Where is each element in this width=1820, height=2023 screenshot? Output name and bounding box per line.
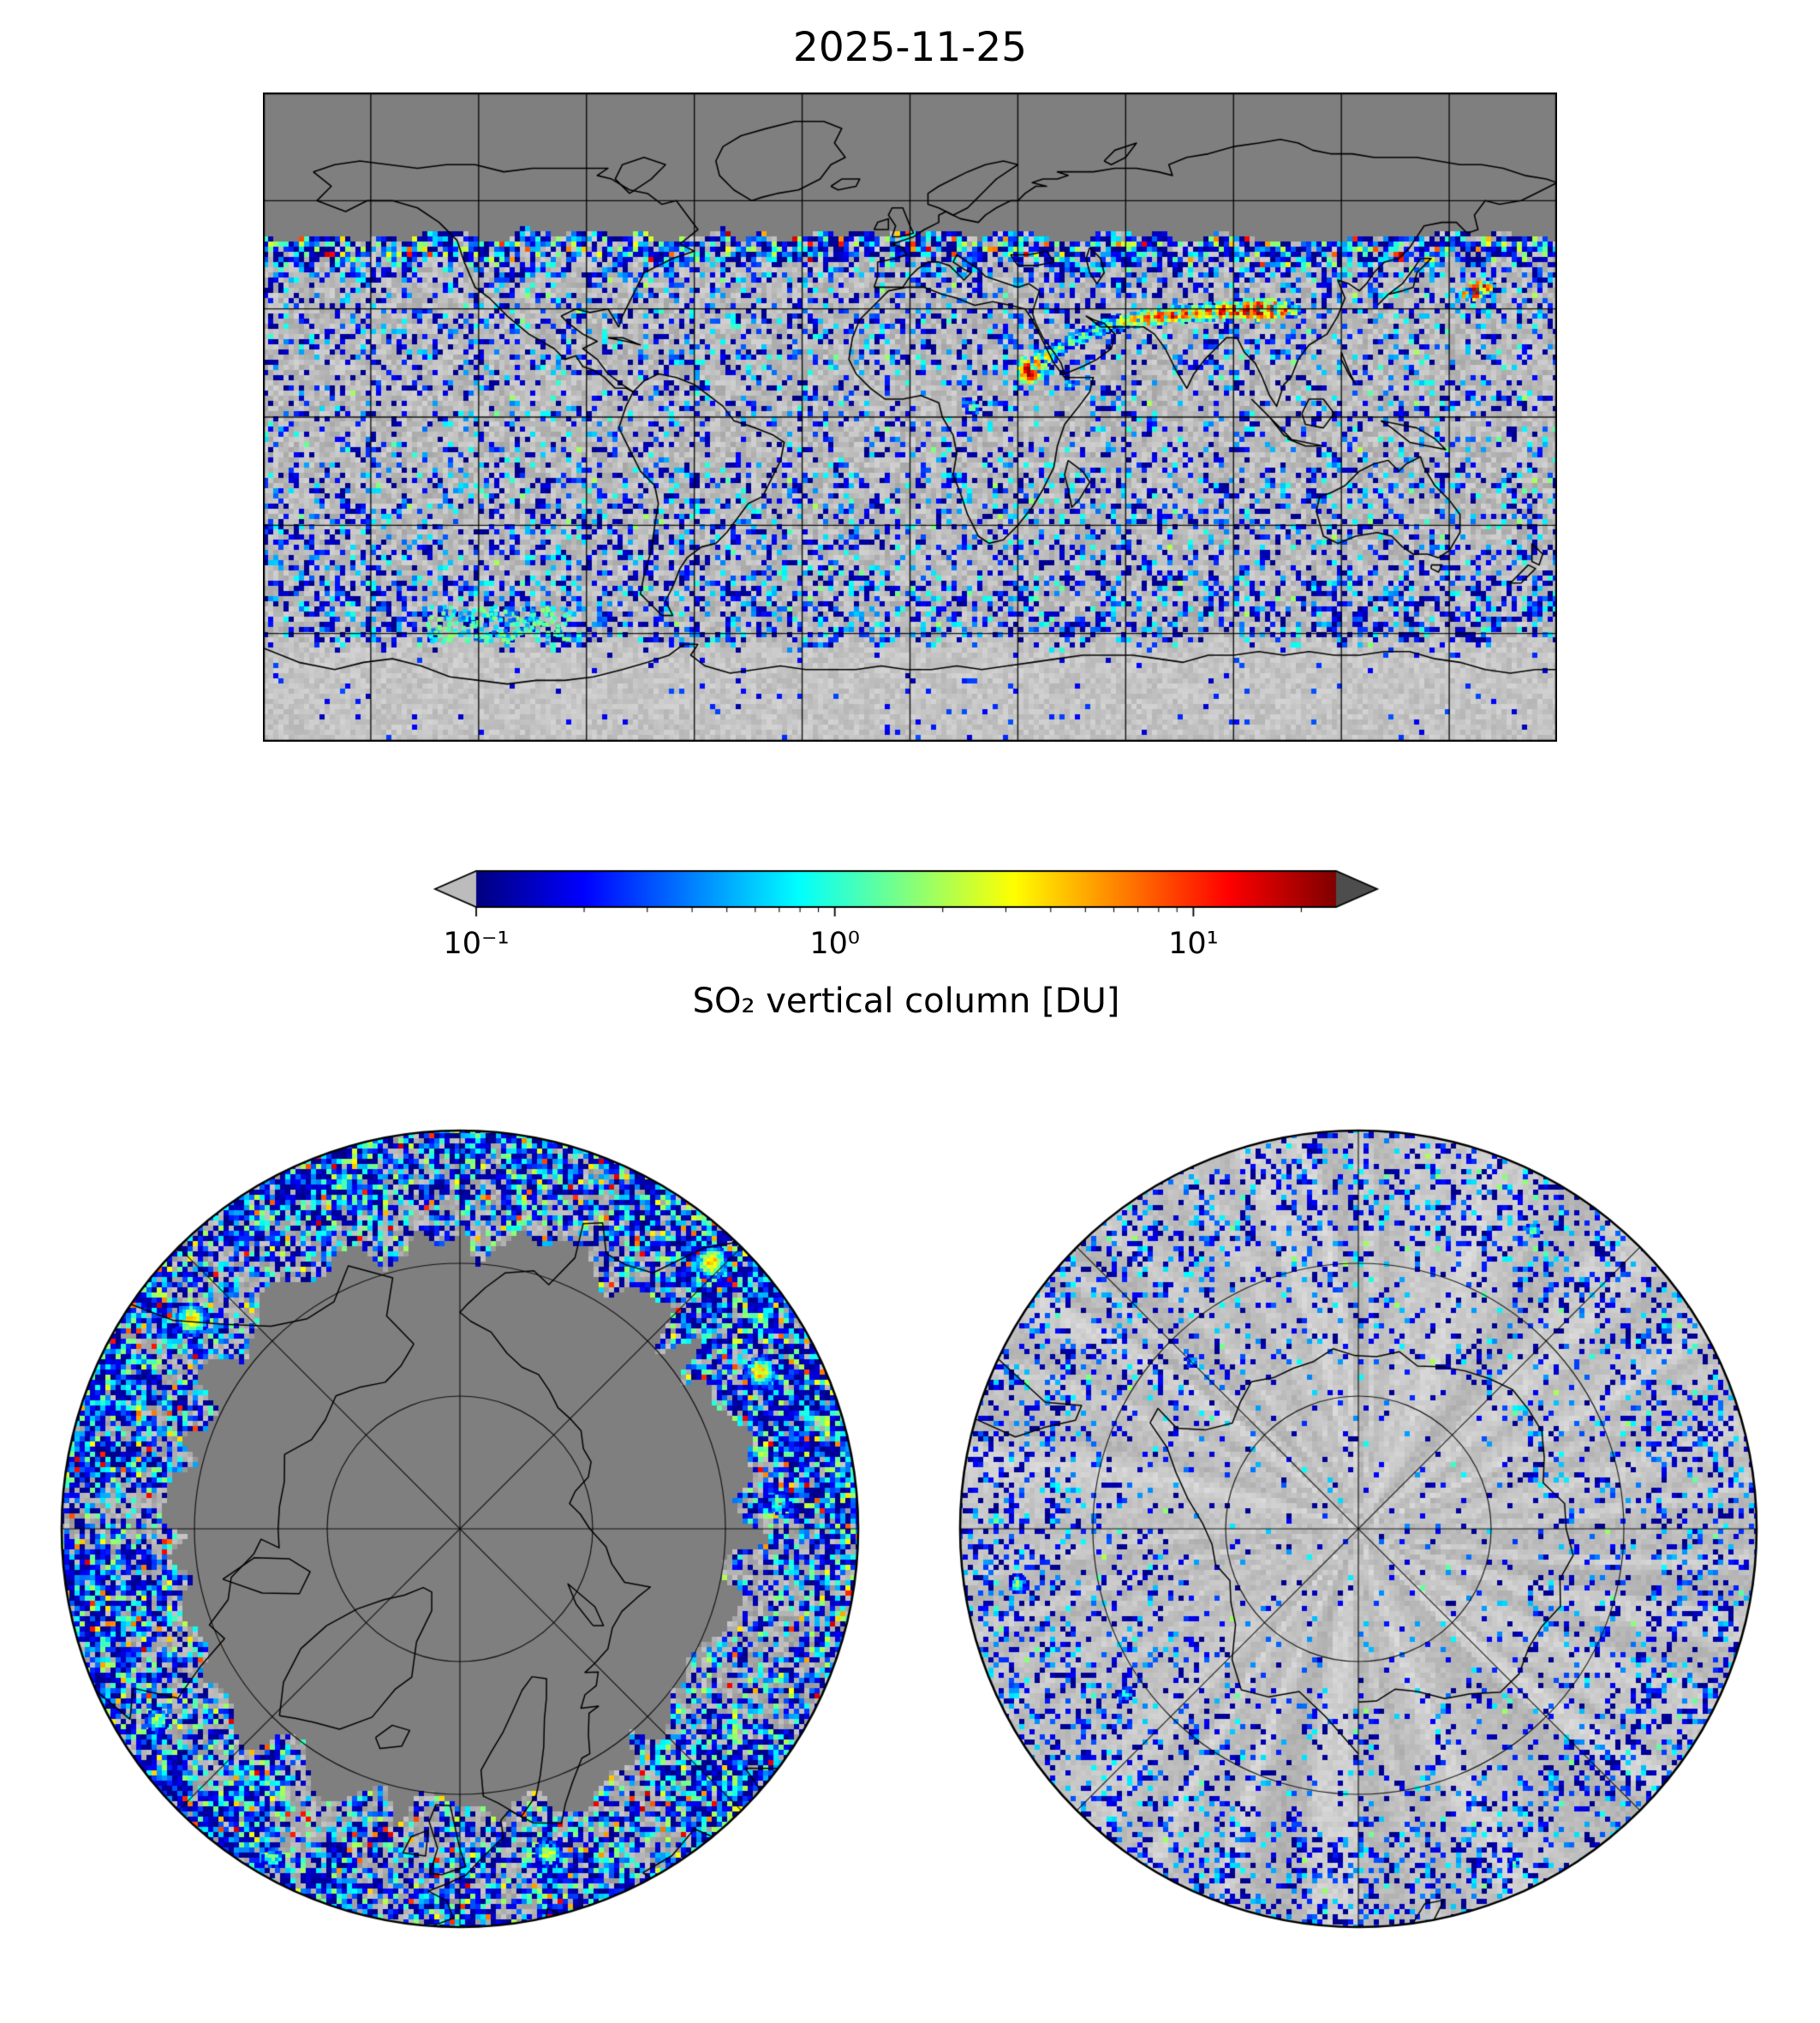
colorbar-tick-10: 10¹ [1168,927,1219,961]
global-so2-map-panel [263,92,1557,742]
antarctic-so2-map-panel [958,1128,1759,1930]
arctic-so2-map-panel [59,1128,861,1930]
colorbar-tick-1: 10⁰ [809,927,860,961]
colorbar [428,867,1430,927]
colorbar-tick-0p1: 10⁻¹ [443,927,510,961]
figure-title: 2025-11-25 [792,24,1028,71]
colorbar-label: SO₂ vertical column [DU] [692,982,1120,1021]
